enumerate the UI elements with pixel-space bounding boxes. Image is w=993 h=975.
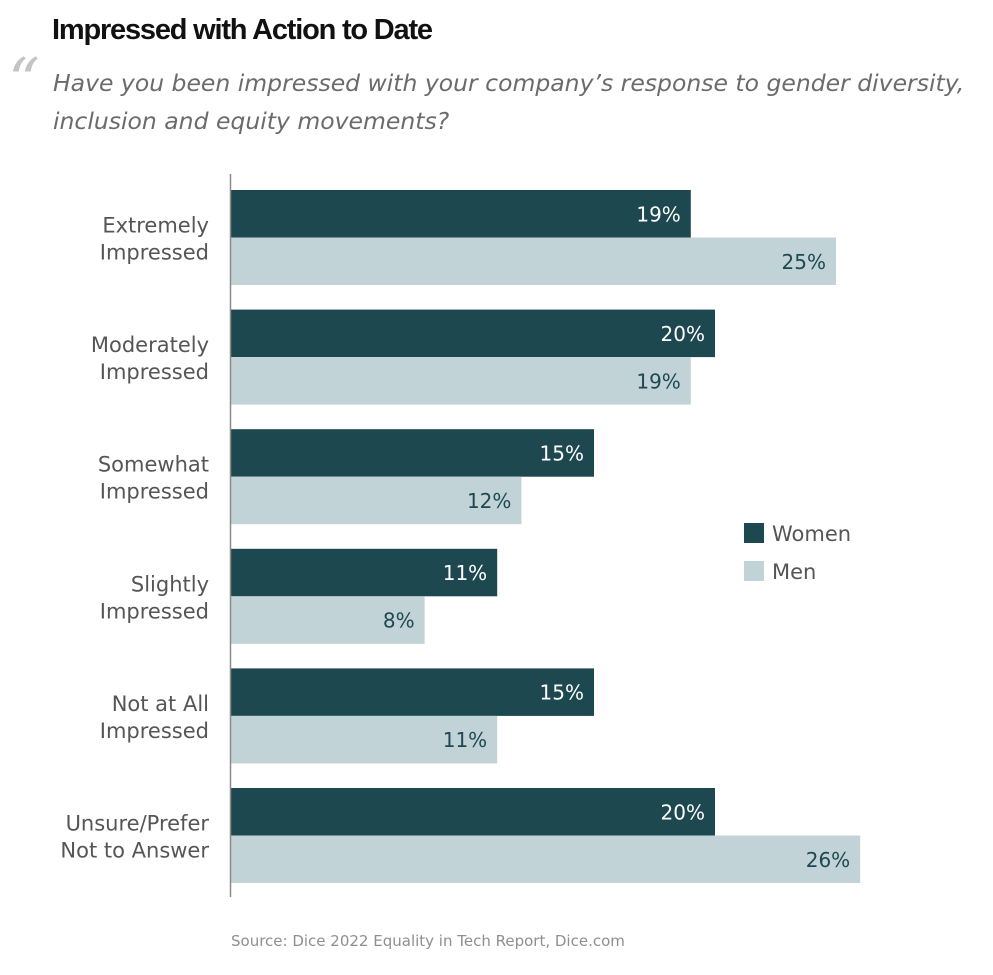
category-label: Somewhat — [98, 453, 209, 477]
data-label: 11% — [443, 728, 487, 752]
bar-men — [231, 715, 498, 764]
category-label: Impressed — [100, 241, 209, 265]
chart-title: Impressed with Action to Date — [52, 14, 433, 46]
legend-swatch — [744, 523, 764, 543]
bar-women — [231, 668, 594, 716]
legend-swatch — [744, 561, 764, 581]
data-label: 26% — [806, 848, 850, 872]
data-label: 19% — [636, 369, 680, 393]
data-label: 20% — [661, 322, 705, 346]
bar-women — [231, 309, 715, 358]
data-label: 19% — [636, 202, 680, 226]
bar-women — [231, 788, 715, 836]
category-label: Moderately — [91, 333, 209, 357]
bar-women — [231, 190, 691, 238]
bar-men — [231, 596, 425, 644]
bar-men — [231, 357, 691, 405]
chart-subtitle: Have you been impressed with your compan… — [53, 69, 965, 135]
data-label: 15% — [540, 681, 584, 705]
source-note: Source: Dice 2022 Equality in Tech Repor… — [231, 932, 625, 950]
legend-label: Men — [772, 560, 816, 584]
category-label: Not to Answer — [60, 839, 209, 863]
data-label: 12% — [467, 489, 511, 513]
quote-mark-icon: “ — [8, 44, 40, 117]
data-label: 15% — [540, 441, 584, 465]
data-label: 20% — [661, 800, 705, 824]
category-label: Extremely — [102, 214, 209, 238]
bar-women — [231, 548, 498, 597]
category-label: Not at All — [112, 692, 209, 716]
category-label: Impressed — [100, 480, 209, 504]
data-label: 25% — [782, 250, 826, 274]
category-label: Impressed — [100, 599, 209, 623]
bar-men — [231, 835, 861, 883]
bar-women — [231, 429, 594, 477]
category-label: Impressed — [100, 719, 209, 743]
category-label: Unsure/Prefer — [66, 812, 210, 836]
bar-men — [231, 237, 836, 285]
category-label: Impressed — [100, 360, 209, 384]
legend-label: Women — [772, 522, 851, 546]
data-label: 8% — [383, 609, 415, 633]
data-label: 11% — [443, 561, 487, 585]
bar-men — [231, 476, 522, 525]
category-label: Slightly — [131, 572, 209, 596]
